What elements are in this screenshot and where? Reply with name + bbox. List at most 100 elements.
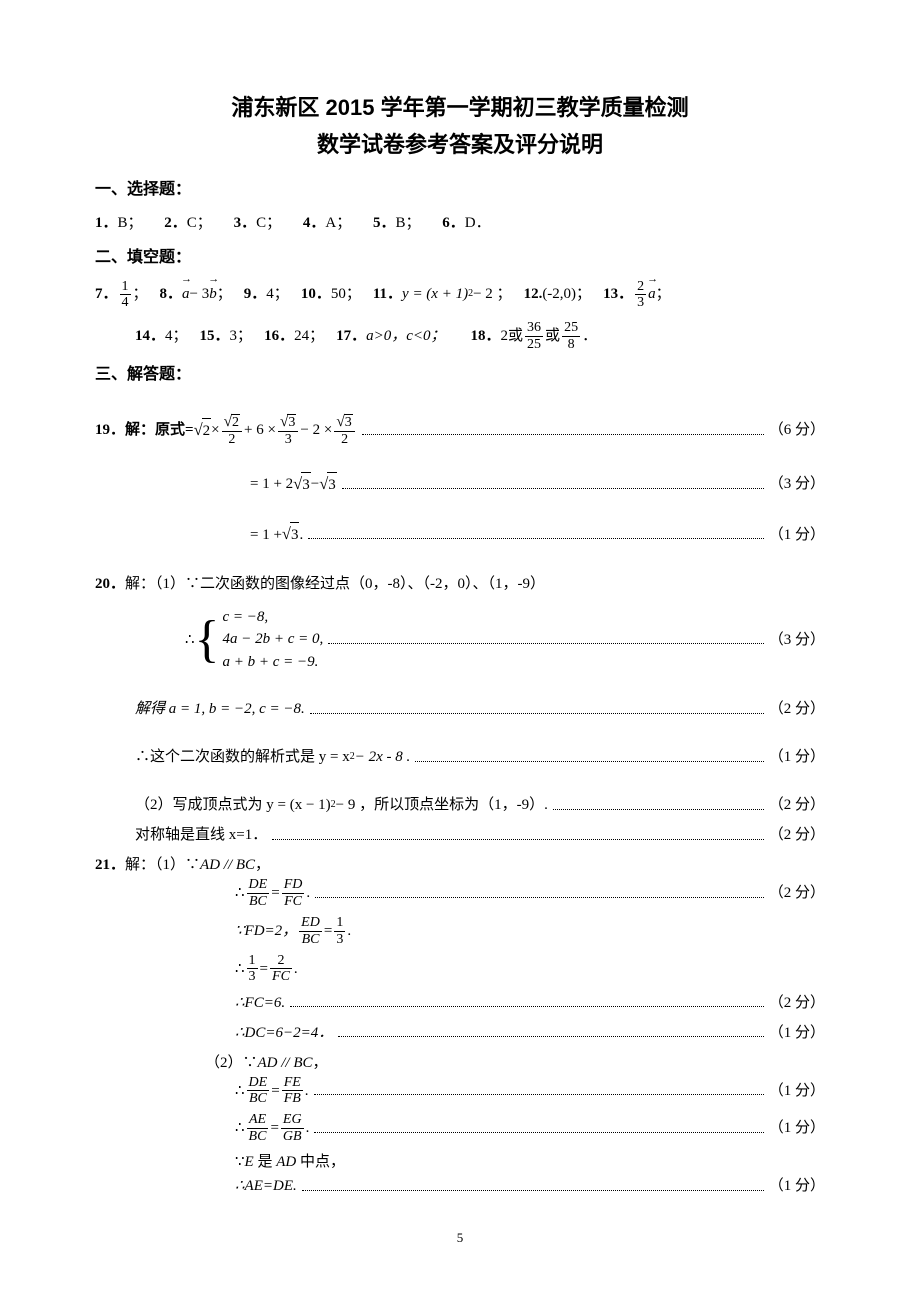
q21-l6: ∴ DEBC = FEFB . （1 分）	[235, 1075, 825, 1107]
q21-l7-f1d: BC	[247, 1129, 269, 1144]
mc-answers: 1．B； 2．C； 3．C； 4．A； 5．B； 6．D．	[95, 211, 825, 235]
q20-result-line: ∴这个二次函数的解析式是 y = x	[135, 745, 350, 769]
q20-p2: （2）写成顶点式为 y = (x − 1)2 − 9 ，所以顶点坐标为（1，-9…	[135, 793, 825, 817]
q10-a: 50；	[331, 282, 361, 306]
q7-n: 7．	[95, 282, 118, 306]
q20-cpre: ∴	[185, 628, 195, 652]
q17-a: a>0，c<0；	[366, 324, 445, 348]
q20-p2-line: （2）写成顶点式为 y = (x − 1)	[135, 793, 331, 817]
q20-p2-post: − 9 ，所以顶点坐标为（1，-9）.	[336, 793, 548, 817]
q21-l2-end: .	[347, 919, 351, 943]
q20-solve: 解得 a = 1, b = −2, c = −8. （2 分）	[135, 697, 825, 721]
q21-l5: ∴DC=6−2=4． （1 分）	[235, 1021, 825, 1045]
q20-c3: a + b + c = −9.	[223, 651, 324, 674]
q21-l8: ∵E 是 AD 中点，	[235, 1150, 825, 1174]
q20-solve-line: 解得 a = 1, b = −2, c = −8.	[135, 697, 305, 721]
fill-row-2: 14． 4； 15． 3； 16． 24； 17． a>0，c<0； 18． 2…	[135, 320, 825, 352]
q21-l2: ∵FD=2， EDBC = 13 .	[235, 915, 825, 947]
q7-num: 1	[120, 279, 131, 295]
q19-l3-end: .	[299, 523, 303, 547]
q8-n: 8．	[160, 282, 183, 306]
q18-2n: 25	[562, 320, 580, 336]
page-subtitle: 数学试卷参考答案及评分说明	[95, 127, 825, 162]
q16-n: 16．	[264, 324, 294, 348]
q12-n: 12.	[524, 282, 543, 306]
mc-5-a: B；	[395, 215, 420, 231]
q18-1n: 36	[525, 320, 543, 336]
q20-result: ∴这个二次函数的解析式是 y = x2 − 2x - 8 . （1 分）	[135, 745, 825, 769]
q8-minus: − 3	[190, 282, 210, 306]
q13-num: 2	[635, 279, 646, 295]
q21-l7-pts: （1 分）	[769, 1116, 825, 1140]
q21-l3-f1d: 3	[247, 969, 258, 984]
q21-l7-eq: =	[270, 1116, 278, 1140]
q14-a: 4；	[165, 324, 188, 348]
q21-l6-end: .	[305, 1079, 309, 1103]
q21-l9: ∴AE=DE. （1 分）	[235, 1174, 825, 1198]
mc-3-a: C；	[256, 215, 281, 231]
q19-line3: = 1 + 3. （1 分）	[250, 521, 825, 547]
q20-c2: 4a − 2b + c = 0,	[223, 628, 324, 651]
q19-l2-pre: = 1 + 2	[250, 472, 293, 496]
q21-l7-f2d: GB	[281, 1129, 304, 1144]
q21-l7-pre: ∴	[235, 1116, 245, 1140]
q19-label: 19．解：原式=	[95, 418, 194, 442]
section-1-heading: 一、选择题：	[95, 177, 825, 203]
q21-l3: ∴ 13 = 2FC .	[235, 953, 825, 985]
q19-l2-r2: 3	[327, 472, 337, 497]
q19-l3-r: 3	[290, 522, 300, 547]
q19-l3-pre: = 1 +	[250, 523, 282, 547]
q21-l4-pts: （2 分）	[769, 991, 825, 1015]
q21-l7-f1n: AE	[247, 1112, 269, 1128]
mc-6-n: 6．	[442, 215, 465, 231]
q17-n: 17．	[336, 324, 366, 348]
q18-pre: 2或	[501, 324, 524, 348]
mc-1-a: B；	[118, 215, 143, 231]
q21-l7: ∴ AEBC = EGGB . （1 分）	[235, 1112, 825, 1144]
q13-n: 13．	[603, 282, 633, 306]
q19-line2: = 1 + 23 − 3 （3 分）	[250, 471, 825, 497]
q19-l1-pts: （6 分）	[769, 418, 825, 442]
q21-l6-f2n: FE	[282, 1075, 303, 1091]
q20-axis-line: 对称轴是直线 x=1．	[135, 823, 267, 847]
q21-l1-eq: =	[271, 881, 279, 905]
q11-a: y = (x + 1)	[402, 282, 468, 306]
q21-l1-end: .	[306, 881, 310, 905]
q21-label: 21．解：（1）∵AD // BC，	[95, 853, 825, 877]
q21-l6-pre: ∴	[235, 1079, 245, 1103]
q18-or: 或	[545, 324, 560, 348]
page-number: 5	[95, 1228, 825, 1249]
q21-l2-pre: ∵FD=2，	[235, 919, 297, 943]
q19-l2-pts: （3 分）	[769, 472, 825, 496]
q21-l6-f1d: BC	[247, 1091, 270, 1106]
q21-l1-f1d: BC	[247, 894, 270, 909]
q15-n: 15．	[200, 324, 230, 348]
fill-row-1: 7． 14 ； 8． a − 3 b ； 9． 4； 10． 50； 11． y…	[95, 279, 825, 311]
q21-l3-f2d: FC	[270, 969, 292, 984]
q20-cases: ∴ { c = −8, 4a − 2b + c = 0, a + b + c =…	[185, 606, 825, 674]
q21-l4: ∴FC=6. （2 分）	[235, 991, 825, 1015]
q21-l2-f1n: ED	[299, 915, 322, 931]
q18-2d: 8	[562, 337, 580, 352]
q21-l1-pts: （2 分）	[769, 881, 825, 905]
q21-l5-pts: （1 分）	[769, 1021, 825, 1045]
q21-l1-f1n: DE	[247, 877, 270, 893]
q20-c1: c = −8,	[223, 606, 324, 629]
mc-3-n: 3．	[234, 215, 257, 231]
q21-l9-line: ∴AE=DE.	[235, 1174, 297, 1198]
q20-cases-pts: （3 分）	[769, 628, 825, 652]
q21-l3-f2n: 2	[270, 953, 292, 969]
q20-label: 20．解：（1）∵二次函数的图像经过点（0，-8）、（-2，0）、（1，-9）	[95, 572, 825, 596]
q21-l1: ∴ DEBC = FDFC . （2 分）	[235, 877, 825, 909]
q21-l3-eq: =	[260, 957, 268, 981]
q21-l1-pre: ∴	[235, 881, 245, 905]
q19-l2-mid: −	[311, 472, 319, 496]
q18-1d: 25	[525, 337, 543, 352]
q21-l2-f2n: 1	[334, 915, 345, 931]
section-3-heading: 三、解答题：	[95, 362, 825, 388]
q21-l9-pts: （1 分）	[769, 1174, 825, 1198]
q21-l1-f2d: FC	[282, 894, 305, 909]
q21-l7-f2n: EG	[281, 1112, 304, 1128]
q20-axis-pts: （2 分）	[769, 823, 825, 847]
q21-p2-label: （2）∵AD // BC，	[205, 1051, 825, 1075]
